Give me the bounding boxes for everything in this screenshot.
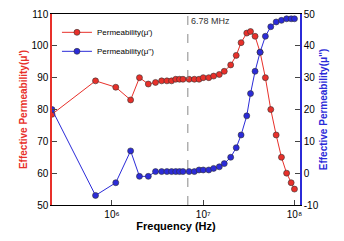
svg-text:50: 50: [304, 9, 316, 20]
svg-text:100: 100: [32, 40, 49, 51]
svg-text:70: 70: [37, 136, 49, 147]
svg-text:Effective Permeability(μ''): Effective Permeability(μ''): [318, 49, 329, 170]
svg-text:10⁶: 10⁶: [104, 209, 119, 220]
svg-text:30: 30: [304, 72, 316, 83]
svg-text:Permeability(μ''): Permeability(μ''): [97, 47, 154, 56]
svg-text:-10: -10: [304, 200, 319, 211]
svg-text:Frequency (Hz): Frequency (Hz): [136, 220, 216, 232]
svg-text:6.78 MHz: 6.78 MHz: [191, 16, 230, 26]
svg-text:10⁸: 10⁸: [287, 209, 302, 220]
svg-text:10⁷: 10⁷: [196, 209, 211, 220]
svg-text:80: 80: [37, 104, 49, 115]
svg-text:0: 0: [304, 168, 310, 179]
svg-text:10: 10: [304, 136, 316, 147]
svg-text:50: 50: [37, 200, 49, 211]
svg-text:110: 110: [32, 9, 48, 20]
svg-text:90: 90: [37, 72, 49, 83]
svg-text:Permeability(μ'): Permeability(μ'): [97, 28, 153, 37]
svg-text:20: 20: [304, 104, 316, 115]
svg-text:40: 40: [304, 40, 316, 51]
svg-text:60: 60: [37, 168, 49, 179]
svg-text:Effective Permeability(μ'): Effective Permeability(μ'): [18, 50, 29, 169]
